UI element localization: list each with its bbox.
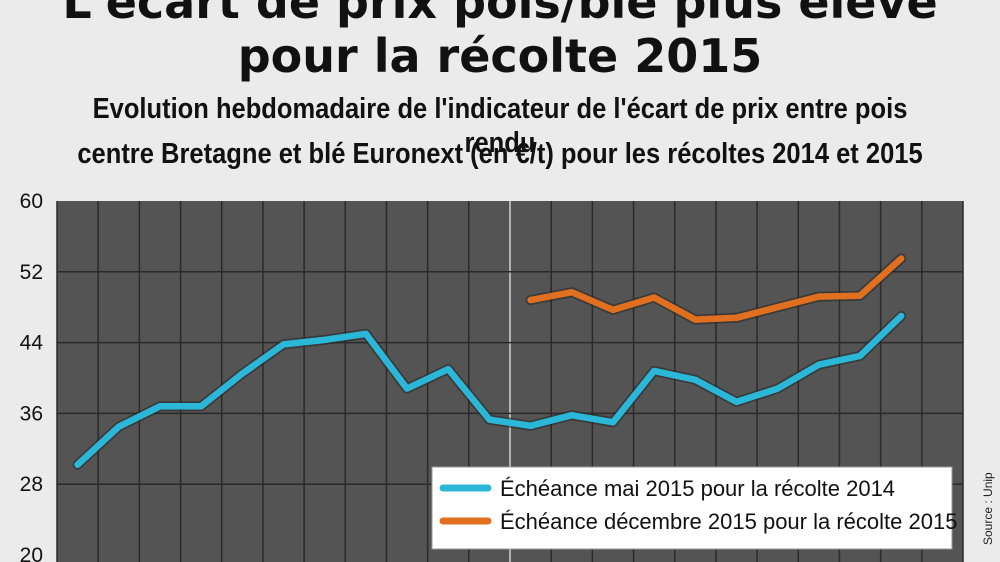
chart-subtitle-line-2: centre Bretagne et blé Euronext (en €/t)… (77, 138, 923, 170)
source-credit: Source : Unip (981, 472, 995, 545)
y-tick-label: 20 (20, 544, 43, 562)
y-tick-label: 52 (20, 261, 43, 284)
y-tick-label: 36 (20, 402, 43, 425)
legend: Échéance mai 2015 pour la récolte 2014 É… (431, 466, 957, 550)
y-tick-label: 60 (20, 190, 43, 213)
chart-title-line-1: L'écart de prix pois/blé plus élevé (62, 0, 938, 29)
series-lines (72, 253, 907, 470)
legend-label-series-2: Échéance décembre 2015 pour la récolte 2… (500, 509, 957, 534)
legend-box (431, 466, 953, 550)
y-tick-label: 44 (20, 332, 44, 355)
chart-title-line-2: pour la récolte 2015 (237, 29, 763, 83)
y-axis-tick-labels: 20 28 36 44 52 60 (20, 190, 44, 562)
legend-label-series-1: Échéance mai 2015 pour la récolte 2014 (500, 476, 895, 501)
series-line-1 (74, 312, 905, 468)
y-tick-label: 28 (20, 473, 43, 496)
series-line-2 (527, 255, 905, 323)
chart-subtitle-line-1: Evolution hebdomadaire de l'indicateur d… (92, 93, 908, 159)
